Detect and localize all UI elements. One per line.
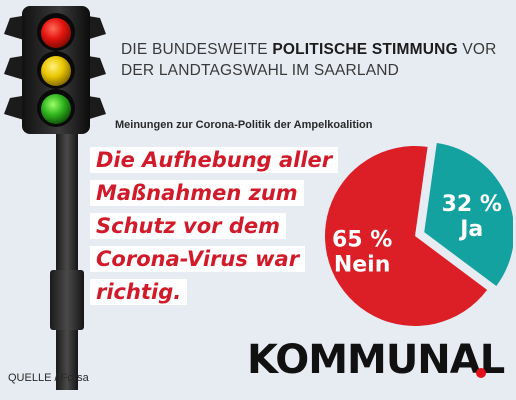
statement-line: richtig.	[90, 279, 188, 305]
left-wing-bottom	[4, 96, 24, 120]
right-wing-mid	[86, 56, 106, 80]
pie-chart: 32 %Ja 65 %Nein	[325, 143, 513, 326]
pole	[56, 120, 78, 390]
left-wing-top	[4, 16, 24, 40]
pie-slice-nein	[325, 145, 488, 326]
headline-suffix: VOR DER LANDTAGSWAHL IM SAARLAND	[121, 41, 497, 79]
slice-name-label-ja: Ja	[458, 217, 483, 242]
chart-title: Meinungen zur Corona-Politik der Ampelko…	[115, 119, 373, 131]
traffic-light-illustration	[4, 6, 106, 390]
green-lamp	[41, 94, 71, 124]
logo-red-dot	[476, 368, 486, 378]
yellow-lamp	[41, 56, 71, 86]
slice-value-label-nein: 65 %	[332, 228, 392, 253]
statement-line: Schutz vor dem	[90, 213, 286, 239]
pie-slice-ja	[424, 143, 513, 287]
source-note: QUELLE / Forsa	[8, 372, 89, 384]
slice-value-label-ja: 32 %	[442, 192, 502, 217]
left-wing-mid	[4, 56, 24, 80]
statement-line: Die Aufhebung aller	[90, 147, 339, 173]
statement-line: Maßnahmen zum	[90, 180, 304, 206]
statement-line: Corona-Virus war	[90, 246, 306, 272]
slice-name-label-nein: Nein	[334, 253, 391, 278]
statement-block: Die Aufhebung aller Maßnahmen zum Schutz…	[90, 147, 339, 312]
right-wing-bottom	[86, 96, 106, 120]
headline: DIE BUNDESWEITE POLITISCHE STIMMUNG VOR …	[121, 39, 501, 81]
right-wing-top	[86, 16, 106, 40]
headline-prefix: DIE BUNDESWEITE	[121, 41, 273, 58]
red-lamp	[41, 18, 71, 48]
pole-base	[50, 270, 84, 330]
headline-bold: POLITISCHE STIMMUNG	[272, 41, 458, 58]
kommunal-logo: KOMMUNAL	[247, 337, 505, 383]
